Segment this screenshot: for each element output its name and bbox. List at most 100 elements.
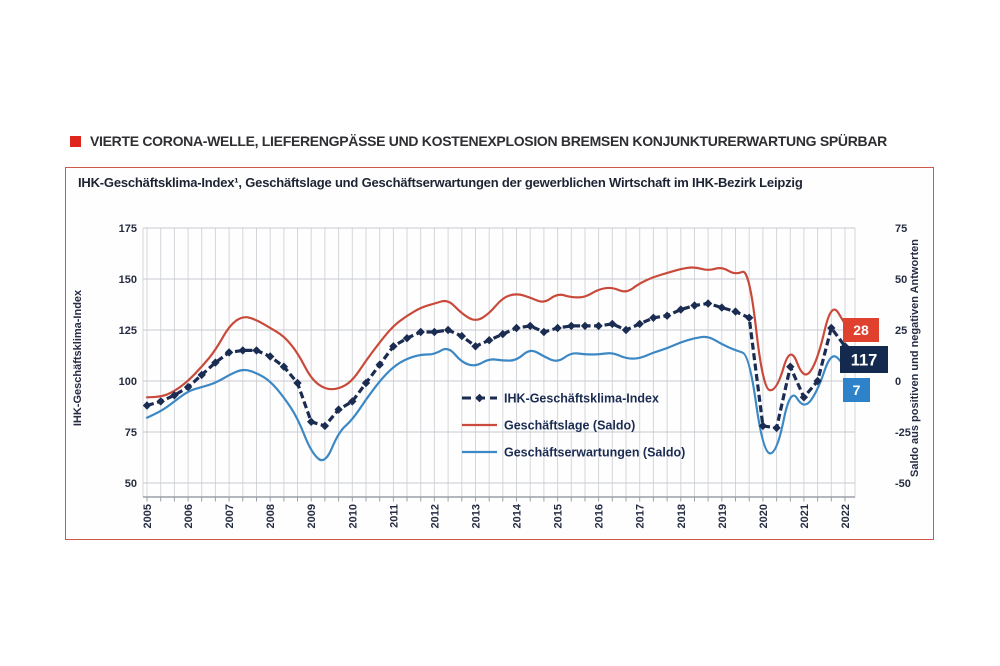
diamond-marker-icon — [430, 327, 439, 337]
diamond-marker-icon — [745, 313, 754, 322]
chart-box: IHK-Geschäftsklima-Index¹, Geschäftslage… — [65, 167, 934, 540]
diamond-marker-icon — [649, 313, 658, 322]
diamond-marker-icon — [539, 327, 549, 337]
x-tick-label-year: 2013 — [471, 504, 483, 528]
end-value-box — [843, 378, 870, 402]
legend-diamond-icon — [475, 393, 484, 403]
y-tick-label-left: 150 — [119, 274, 137, 286]
legend-label: IHK-Geschäftsklima-Index — [504, 392, 659, 406]
diamond-marker-icon — [567, 321, 576, 331]
diamond-marker-icon — [293, 378, 302, 388]
end-value-text: 28 — [853, 322, 869, 338]
headline: VIERTE CORONA-WELLE, LIEFERENGPÄSSE UND … — [70, 133, 887, 149]
x-tick-label-year: 2016 — [594, 504, 606, 528]
end-value-box — [840, 346, 888, 373]
headline-bullet-icon — [70, 135, 81, 147]
series-klima-line — [146, 301, 847, 430]
diamond-marker-icon — [252, 346, 261, 355]
y-tick-label-right: 25 — [895, 325, 907, 337]
legend-label: Geschäftserwartungen (Saldo) — [504, 446, 685, 460]
diamond-marker-icon — [416, 327, 425, 337]
diamond-marker-icon — [197, 370, 206, 380]
series-lage-line — [145, 266, 847, 399]
diamond-marker-icon — [361, 378, 371, 388]
x-tick-label-year: 2022 — [840, 504, 852, 528]
diamond-marker-icon — [238, 346, 247, 355]
diamond-marker-icon — [348, 397, 357, 406]
y-axis-left-title: IHK-Geschäftsklima-Index — [72, 289, 84, 426]
diamond-marker-icon — [170, 391, 179, 400]
diamond-marker-icon — [594, 321, 603, 331]
diamond-marker-icon — [608, 319, 617, 329]
diamond-marker-icon — [334, 405, 343, 414]
x-tick-label-year: 2017 — [635, 504, 647, 528]
diamond-marker-icon — [703, 299, 713, 308]
series-klima-markers — [142, 299, 850, 433]
diamond-marker-icon — [690, 301, 699, 310]
x-tick-label-year: 2007 — [224, 504, 236, 528]
diamond-marker-icon — [402, 334, 412, 343]
x-tick-label-year: 2012 — [429, 504, 441, 528]
series-erwartungen-line — [145, 335, 847, 462]
diamond-marker-icon — [307, 417, 316, 426]
diamond-marker-icon — [813, 376, 822, 386]
x-tick-label-year: 2006 — [183, 504, 195, 528]
x-tick-label-year: 2005 — [142, 504, 154, 528]
diamond-marker-icon — [471, 342, 480, 351]
x-tick-label-year: 2011 — [388, 504, 400, 528]
diamond-marker-icon — [662, 311, 672, 320]
y-tick-label-right: -25 — [895, 427, 911, 439]
x-tick-label-year: 2018 — [676, 504, 688, 528]
diamond-marker-icon — [443, 325, 453, 335]
y-tick-label-left: 100 — [119, 376, 137, 388]
legend-label: Geschäftslage (Saldo) — [504, 419, 635, 433]
x-tick-label-year: 2020 — [758, 504, 770, 528]
diamond-marker-icon — [580, 321, 590, 331]
y-gridlines — [143, 227, 855, 484]
diamond-marker-icon — [279, 362, 289, 371]
y-tick-label-left: 175 — [119, 223, 137, 235]
diamond-marker-icon — [142, 401, 152, 410]
y-tick-label-right: -50 — [895, 478, 911, 490]
diamond-marker-icon — [553, 323, 562, 333]
chart-title: IHK-Geschäftsklima-Index¹, Geschäftslage… — [78, 175, 803, 190]
diamond-marker-icon — [320, 421, 330, 431]
diamond-marker-icon — [266, 352, 275, 361]
legend: IHK-Geschäftsklima-Index Geschäftslage (S… — [462, 392, 685, 460]
diamond-marker-icon — [758, 421, 768, 431]
end-value-box — [843, 318, 879, 342]
diamond-marker-icon — [498, 329, 507, 339]
y-tick-label-right: 50 — [895, 274, 907, 286]
diamond-marker-icon — [457, 331, 466, 341]
end-value-text: 7 — [853, 382, 861, 398]
y-axis-left-labels: 50 75 100 125 150 175 — [119, 223, 137, 490]
diamond-marker-icon — [717, 303, 726, 312]
x-tick-label-year: 2014 — [512, 503, 524, 528]
diamond-marker-icon — [485, 336, 494, 345]
x-tick-label-year: 2015 — [553, 504, 565, 528]
diamond-marker-icon — [676, 305, 685, 314]
x-tick-label-year: 2021 — [799, 504, 811, 528]
x-axis-year-labels: 2005 2006 2007 2008 2009 2010 2011 2012 2013 2014… — [142, 503, 852, 528]
diamond-marker-icon — [635, 319, 644, 329]
y-tick-label-left: 50 — [125, 478, 137, 490]
diamond-marker-icon — [772, 423, 781, 433]
diamond-marker-icon — [183, 382, 193, 392]
y-tick-label-left: 125 — [119, 325, 137, 337]
y-tick-label-right: 75 — [895, 223, 907, 235]
diamond-marker-icon — [156, 397, 165, 406]
diamond-marker-icon — [621, 325, 631, 335]
diamond-marker-icon — [224, 348, 234, 357]
x-gridlines — [142, 228, 856, 497]
x-tick-label-year: 2008 — [265, 504, 277, 528]
x-tick-label-year: 2019 — [717, 504, 729, 528]
x-axis-ticks — [146, 497, 846, 502]
y-tick-label-left: 75 — [125, 427, 137, 439]
headline-text: VIERTE CORONA-WELLE, LIEFERENGPÄSSE UND … — [90, 133, 887, 149]
diamond-marker-icon — [211, 358, 220, 367]
end-value-text: 117 — [851, 351, 878, 369]
y-axis-right-title: Saldo aus positiven und negativen Antwor… — [909, 239, 921, 477]
x-tick-label-year: 2010 — [347, 504, 359, 528]
